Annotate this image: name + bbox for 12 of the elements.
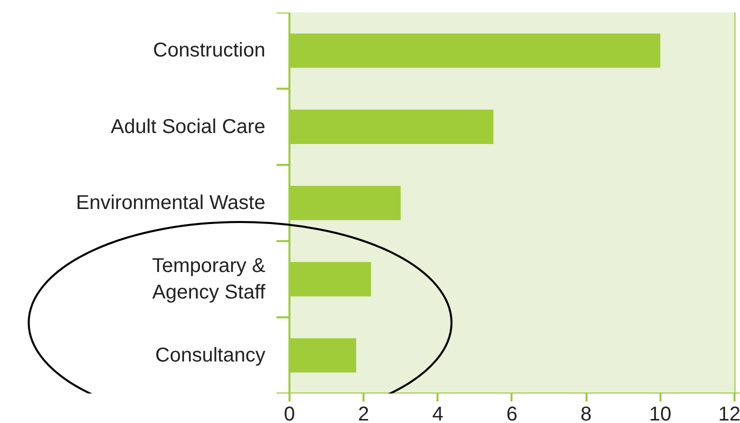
x-tick-label: 10 [649, 404, 672, 423]
y-tick-label: Consultancy [155, 344, 266, 366]
x-tick-label: 0 [284, 404, 295, 423]
x-tick-label: 12 [718, 404, 740, 423]
y-tick-label: Construction [153, 40, 266, 62]
y-tick-label: Adult Social Care [110, 116, 266, 138]
y-tick-label: Environmental Waste [76, 192, 266, 214]
x-tick-label: 2 [358, 404, 370, 423]
x-tick-label: 8 [580, 404, 592, 423]
x-tick-label: 6 [506, 404, 518, 423]
x-tick-label: 4 [432, 404, 444, 423]
y-tick-label: Temporary & Agency Staff [152, 255, 266, 304]
